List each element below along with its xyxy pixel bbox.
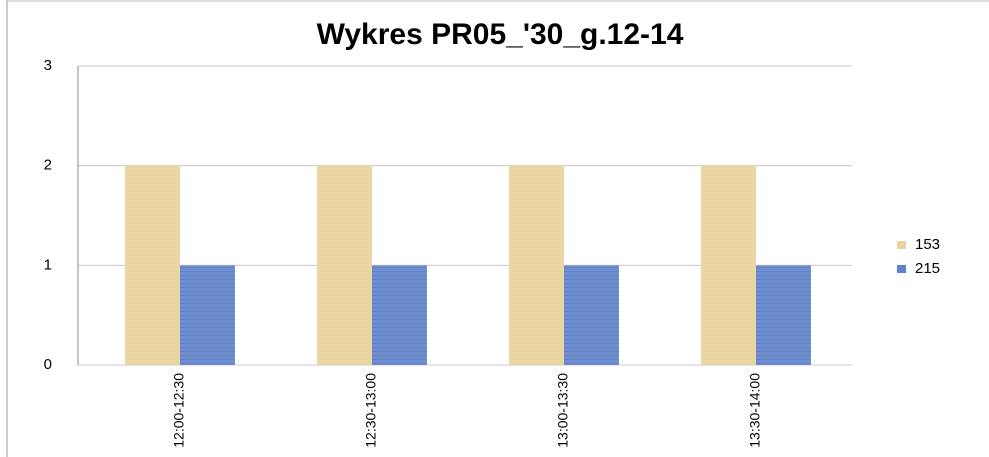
x-tick-label: 13:30-14:00 <box>747 373 763 448</box>
bar-texture <box>125 165 180 365</box>
legend-swatch <box>897 265 906 273</box>
bar-texture <box>372 265 427 365</box>
x-tick-label: 12:30-13:00 <box>363 373 379 448</box>
bar-texture <box>317 165 372 365</box>
y-tick-label: 2 <box>44 157 52 174</box>
bar-texture <box>509 165 564 365</box>
x-tick-label: 13:00-13:30 <box>555 373 571 448</box>
x-tick-label: 12:00-12:30 <box>171 373 187 448</box>
bar-texture <box>180 265 235 365</box>
y-tick-label: 1 <box>44 256 52 273</box>
bar-texture <box>701 165 756 365</box>
legend-swatch <box>897 241 906 249</box>
bar-texture <box>564 265 619 365</box>
legend-label: 215 <box>915 260 940 277</box>
y-tick-label: 0 <box>44 356 52 373</box>
bar-texture <box>756 265 811 365</box>
y-tick-label: 3 <box>44 57 52 74</box>
chart-title: Wykres PR05_'30_g.12-14 <box>317 18 684 51</box>
legend-label: 153 <box>915 236 940 253</box>
